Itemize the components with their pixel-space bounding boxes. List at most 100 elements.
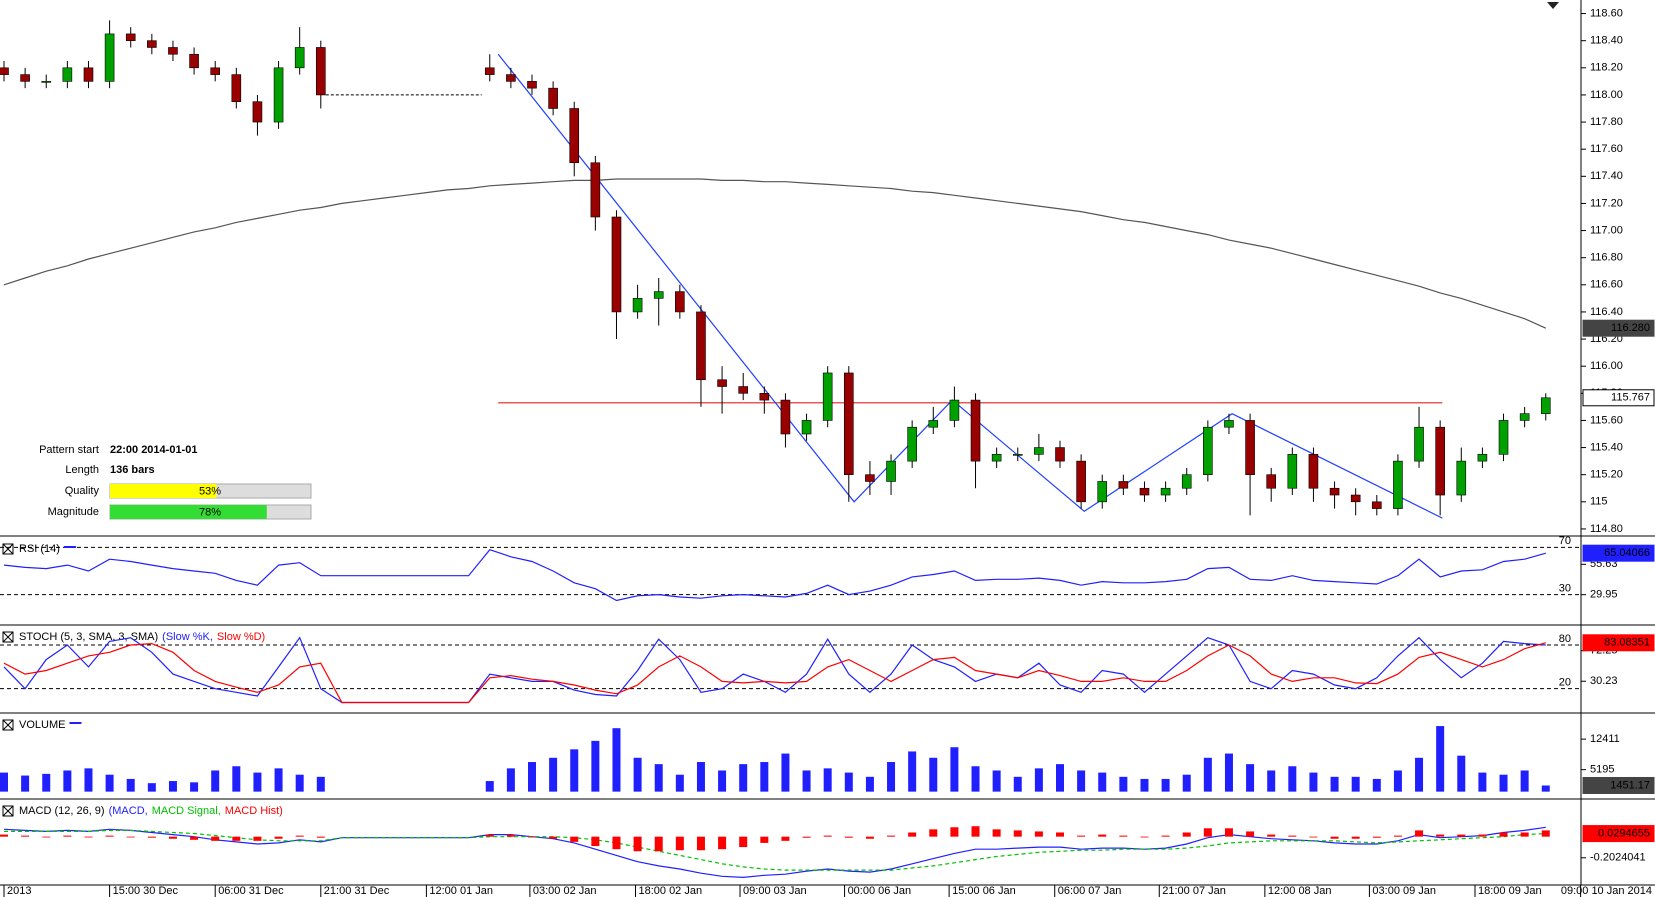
x-tick-label: 03:00 09 Jan (1372, 885, 1436, 897)
candle-body (315, 47, 326, 96)
histogram-bar (1224, 828, 1233, 837)
price-tag-label: 115.767 (1611, 392, 1650, 404)
candle-body (717, 379, 727, 387)
menu-arrow[interactable] (1547, 2, 1559, 9)
volume-bar (992, 770, 1001, 792)
y-tick-label: 114.80 (1590, 523, 1623, 535)
y-tick-label: 116.40 (1590, 306, 1623, 318)
y-tick-label: 29.95 (1590, 589, 1618, 601)
price-tag-label: 83.08351 (1604, 637, 1650, 649)
histogram-bar (1013, 830, 1022, 837)
histogram-bar (1203, 828, 1212, 837)
y-tick-label: 116.00 (1590, 360, 1623, 372)
candle-body (780, 399, 791, 435)
meter-label: 53% (199, 485, 221, 497)
volume-bar (929, 757, 938, 792)
candle-body (738, 386, 749, 394)
candle-body (759, 393, 770, 401)
price-tag-label: 116.280 (1611, 322, 1650, 334)
histogram-bar (1119, 835, 1128, 837)
candle-body (231, 74, 242, 103)
x-tick-label: 18:00 02 Jan (638, 885, 702, 897)
info-value: 22:00 2014-01-01 (110, 444, 197, 456)
histogram-bar (1140, 836, 1149, 838)
histogram-bar (105, 835, 114, 837)
candle-body (949, 399, 960, 421)
volume-bar (570, 749, 579, 792)
volume-bar (1140, 778, 1149, 792)
series-line (3, 548, 1546, 602)
x-tick-label: 18:00 09 Jan (1478, 885, 1542, 897)
info-label: Quality (65, 485, 100, 497)
histogram-bar (1415, 830, 1424, 837)
legend-entry: (MACD, (109, 805, 148, 817)
candle-body (1097, 481, 1108, 503)
volume-bar (802, 770, 811, 792)
histogram-bar (1246, 831, 1255, 837)
histogram-bar (929, 829, 938, 837)
volume-bar (274, 768, 283, 792)
histogram-bar (992, 829, 1001, 837)
candle-body (675, 291, 685, 313)
candle-body (632, 298, 643, 313)
candle-body (1012, 454, 1023, 456)
histogram-bar (506, 834, 515, 837)
info-value: 136 bars (110, 464, 155, 476)
y-tick-label: 115 (1590, 496, 1608, 508)
volume-bar (1372, 778, 1381, 792)
volume-bar (126, 778, 135, 792)
level-label: 70 (1559, 535, 1571, 547)
histogram-bar (1267, 834, 1276, 837)
volume-bar (253, 772, 262, 792)
histogram-bar (718, 836, 727, 850)
volume-bar (844, 772, 853, 792)
histogram-bar (549, 836, 558, 839)
histogram-bar (654, 836, 663, 852)
candle-body (252, 101, 263, 123)
volume-bar (42, 773, 51, 792)
volume-bar (168, 781, 177, 792)
volume-bar (760, 762, 769, 792)
level-label: 20 (1559, 677, 1571, 689)
level-label: 30 (1559, 583, 1571, 595)
histogram-bar (971, 826, 980, 837)
candle-body (928, 420, 939, 428)
histogram-bar (168, 836, 177, 839)
candle-body (1139, 487, 1150, 496)
legend-entry: (Slow %K, (162, 631, 213, 643)
volume-bar (1330, 776, 1339, 792)
x-tick-label: 15:00 06 Jan (952, 885, 1016, 897)
histogram-bar (274, 836, 283, 839)
volume-bar (1077, 770, 1086, 792)
histogram-bar (485, 834, 494, 837)
x-tick-label: 21:00 07 Jan (1162, 885, 1226, 897)
histogram-bar (232, 836, 241, 841)
candle-body (1477, 454, 1488, 462)
volume-bar (1499, 774, 1508, 792)
panel-icon (2, 719, 14, 731)
histogram-bar (1499, 832, 1508, 837)
volume-bar (1098, 772, 1107, 792)
histogram-bar (1436, 834, 1445, 837)
candle-body (696, 311, 706, 381)
y-tick-label: 117.80 (1590, 116, 1623, 128)
panel-icon (2, 805, 14, 817)
volume-bar (675, 774, 684, 792)
histogram-bar (823, 835, 832, 837)
candle-body (548, 87, 558, 109)
x-tick-label: 09:00 03 Jan (743, 885, 807, 897)
histogram-bar (126, 836, 135, 838)
candle-body (1456, 460, 1467, 496)
legend-entry: Slow %D) (217, 631, 265, 643)
volume-bar (1203, 757, 1212, 792)
volume-bar (549, 757, 558, 792)
y-tick-label: 117.20 (1590, 197, 1623, 209)
volume-bar (485, 781, 494, 792)
histogram-bar (570, 836, 579, 842)
candle-body (189, 53, 199, 69)
y-tick-label: 12411 (1590, 733, 1620, 745)
volume-bar (739, 764, 748, 792)
panel-icon (2, 543, 14, 555)
volume-bar (21, 775, 30, 792)
